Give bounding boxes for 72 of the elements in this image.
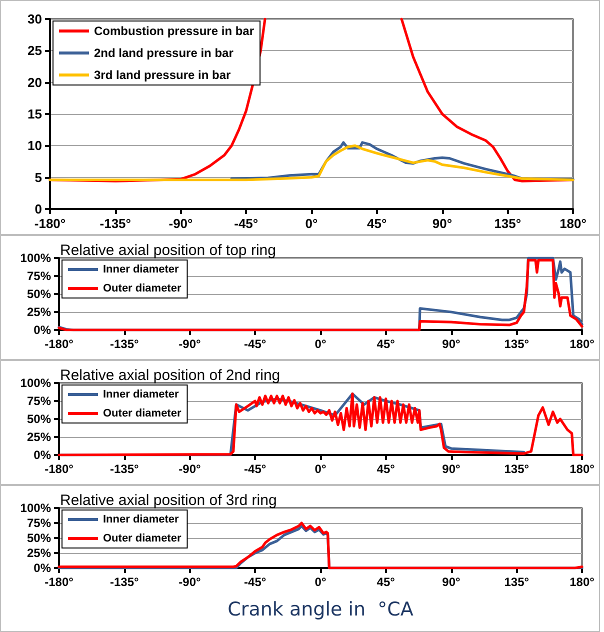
legend-label: 3rd land pressure in bar [94,68,232,82]
x-tick-label: -180° [34,216,66,231]
y-tick-label: 25% [26,546,52,560]
legend-label: Outer diameter [103,532,182,544]
x-tick-label: -90° [168,216,193,231]
y-tick-label: 75% [26,394,52,408]
y-tick-label: 0% [34,448,52,462]
x-tick-label: 135° [504,462,530,476]
x-tick-label: 90° [432,216,452,231]
x-tick-label: 45° [367,216,387,231]
legend-label: Inner diameter [103,388,180,400]
x-tick-label: 0° [305,216,318,231]
x-tick-label: 180° [570,575,595,589]
x-tick-label: 90° [442,575,461,589]
x-tick-label: 90° [442,462,461,476]
y-tick-label: 5 [34,170,42,185]
y-tick-label: 50% [26,287,52,301]
x-tick-label: -180° [44,575,74,589]
x-tick-label: 45° [376,575,396,589]
y-tick-label: 20 [28,74,42,90]
y-tick-label: 15 [28,106,42,122]
y-tick-label: 25% [26,305,52,319]
chart-title: Relative axial position of 3rd ring [60,492,277,509]
x-axis-title: Crank angle in °CA [228,598,414,620]
x-tick-label: 135° [504,575,530,589]
y-tick-label: 25 [28,43,42,58]
x-tick-label: -45° [234,216,258,231]
x-tick-label: -135° [100,216,131,231]
x-tick-label: -45° [244,575,266,589]
x-tick-label: -180° [44,337,74,351]
x-tick-label: 135° [494,216,522,231]
y-tick-label: 25% [26,430,52,444]
y-tick-label: 30 [28,12,42,26]
y-tick-label: 0 [34,202,42,216]
x-tick-label: 135° [504,337,530,351]
y-tick-label: 100% [20,251,52,265]
x-tick-label: -180° [44,462,74,476]
x-tick-label: 0° [314,462,326,476]
y-tick-label: 0% [34,323,52,337]
legend-label: Combustion pressure in bar [94,24,254,38]
legend-label: Outer diameter [103,408,182,420]
x-tick-label: -45° [244,337,266,351]
x-tick-label: 45° [376,462,396,476]
y-tick-label: 75% [26,516,52,530]
x-tick-label: -90° [178,575,202,589]
x-tick-label: -90° [178,337,202,351]
chart-title: Relative axial position of 2nd ring [60,367,280,384]
x-tick-label: -135° [110,462,139,476]
x-tick-label: 90° [442,337,461,351]
x-tick-label: 0° [314,337,326,351]
y-tick-label: 50% [26,531,52,545]
legend-label: 2nd land pressure in bar [94,46,234,60]
line-series [48,144,574,182]
x-tick-label: 180° [560,216,586,231]
x-tick-label: -135° [110,337,139,351]
y-tick-label: 10 [28,138,42,154]
y-tick-label: 50% [26,412,52,426]
y-tick-label: 0% [34,561,52,575]
legend-label: Inner diameter [103,264,180,276]
x-tick-label: 0° [314,575,326,589]
x-tick-label: 180° [570,337,595,351]
y-tick-label: 100% [20,501,52,515]
y-tick-label: 100% [20,376,52,390]
legend-label: Inner diameter [103,514,180,526]
x-tick-label: 180° [570,462,595,476]
y-tick-label: 75% [26,269,52,283]
x-tick-label: 45° [376,337,396,351]
chart-title: Relative axial position of top ring [60,242,276,259]
x-tick-label: -90° [178,462,202,476]
x-tick-label: -135° [110,575,139,589]
x-tick-label: -45° [244,462,266,476]
legend-label: Outer diameter [103,282,182,294]
